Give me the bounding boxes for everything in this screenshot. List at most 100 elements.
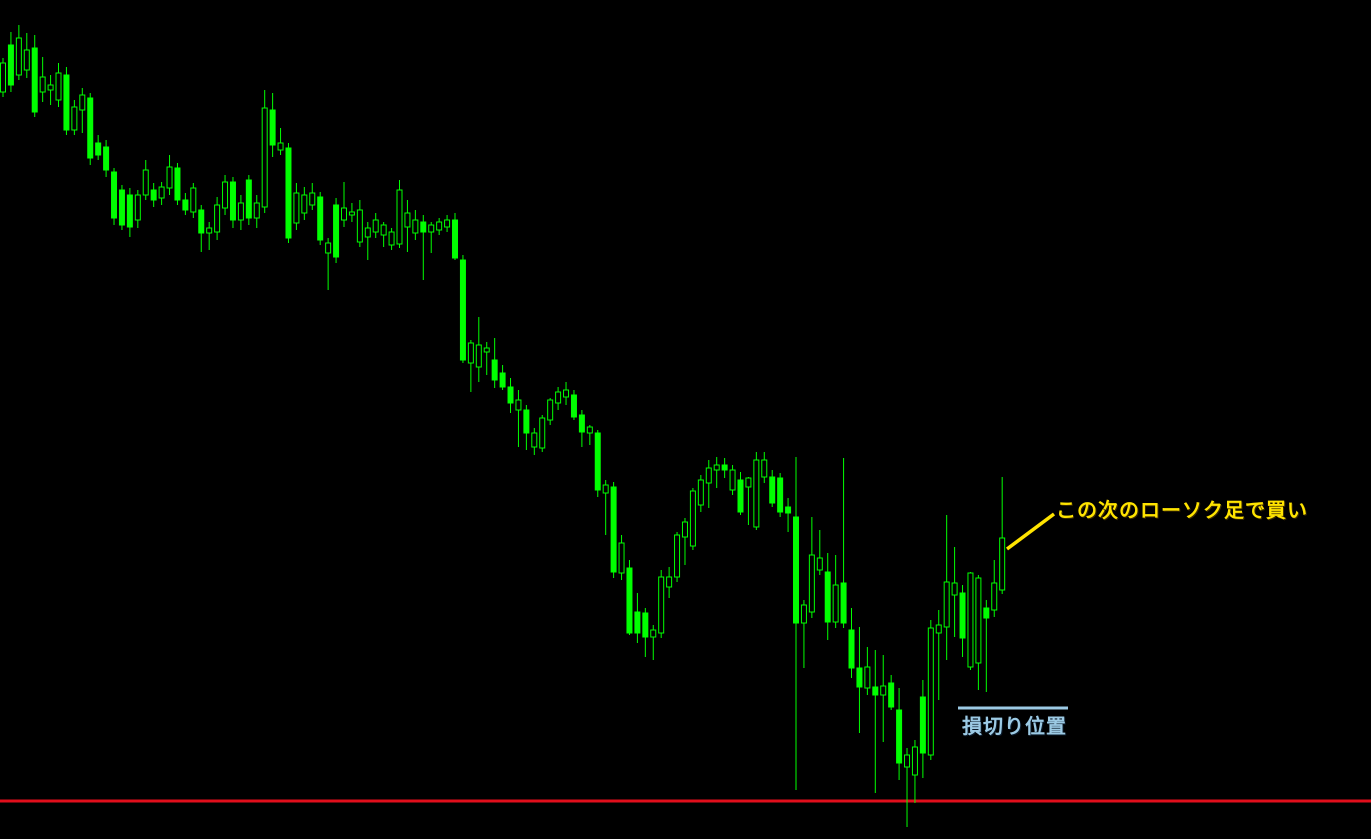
candle-body-up bbox=[864, 666, 871, 689]
candle-body-up bbox=[816, 557, 823, 571]
candle-body-up bbox=[563, 389, 570, 398]
candle-body-up bbox=[364, 227, 371, 238]
candle-body-up bbox=[911, 746, 918, 776]
candle-body-up bbox=[697, 479, 704, 506]
candle-body-up bbox=[190, 187, 197, 213]
candle-body-down bbox=[626, 567, 633, 634]
candle-body-up bbox=[237, 202, 244, 221]
candle-body-down bbox=[888, 682, 895, 708]
candle-body-up bbox=[904, 754, 911, 768]
candle-body-down bbox=[118, 189, 125, 226]
candle-body-up bbox=[539, 417, 546, 449]
candle-body-down bbox=[594, 432, 601, 491]
candle-body-up bbox=[943, 581, 950, 628]
candle-body-up bbox=[348, 211, 355, 216]
candle-body-up bbox=[935, 624, 942, 634]
candle-body-down bbox=[896, 709, 903, 764]
candle-body-down bbox=[198, 209, 205, 234]
candle-body-down bbox=[174, 167, 181, 201]
candle-body-up bbox=[832, 584, 839, 623]
candle-body-up bbox=[79, 94, 86, 111]
candle-body-down bbox=[7, 44, 14, 86]
candle-body-down bbox=[793, 516, 799, 624]
candle-body-up bbox=[142, 169, 149, 196]
candle-body-down bbox=[507, 386, 514, 404]
candle-body-up bbox=[713, 464, 720, 471]
candle-body-up bbox=[650, 629, 657, 638]
candle-body-up bbox=[222, 181, 229, 209]
candle-body-up bbox=[745, 477, 752, 488]
candle-body-down bbox=[333, 204, 340, 258]
stoploss-annotation-label[interactable]: 損切り位置 bbox=[962, 716, 1067, 738]
candle-body-up bbox=[340, 207, 347, 221]
candle-body-down bbox=[420, 221, 427, 233]
candle-body-up bbox=[681, 521, 688, 538]
candle-body-up bbox=[388, 231, 395, 246]
candle-body-up bbox=[356, 209, 363, 243]
candle-body-down bbox=[103, 146, 110, 171]
candle-body-up bbox=[206, 227, 213, 234]
candle-body-down bbox=[570, 394, 577, 418]
candle-body-up bbox=[808, 554, 815, 613]
candle-body-up bbox=[531, 432, 538, 448]
candle-body-down bbox=[785, 506, 792, 514]
candle-body-down bbox=[95, 142, 102, 156]
candle-body-up bbox=[991, 582, 998, 611]
buy-pointer-line[interactable] bbox=[1005, 512, 1056, 551]
candle-body-down bbox=[452, 219, 459, 259]
candle-body-down bbox=[721, 464, 728, 471]
candle-body-up bbox=[674, 534, 681, 578]
candle-body-up bbox=[999, 537, 1006, 591]
candle-body-up bbox=[158, 186, 165, 199]
buy-annotation-label[interactable]: この次のローソク足で買い bbox=[1056, 500, 1308, 522]
candle-body-down bbox=[983, 607, 990, 619]
candle-body-up bbox=[436, 221, 443, 231]
candle-body-up bbox=[301, 194, 308, 214]
candle-body-down bbox=[182, 199, 189, 211]
candle-body-down bbox=[824, 571, 831, 623]
candle-body-down bbox=[499, 372, 506, 388]
candle-body-up bbox=[55, 72, 62, 101]
candle-body-down bbox=[578, 414, 585, 433]
candle-body-up bbox=[428, 224, 435, 233]
candle-body-up bbox=[0, 62, 6, 93]
candle-body-down bbox=[459, 259, 466, 361]
candle-body-up bbox=[261, 107, 268, 208]
candle-body-down bbox=[610, 486, 617, 573]
candle-body-up bbox=[15, 37, 22, 76]
candle-body-down bbox=[111, 171, 118, 219]
candle-body-down bbox=[642, 612, 649, 638]
candle-body-up bbox=[372, 219, 379, 233]
candle-body-down bbox=[491, 359, 498, 381]
candle-body-up bbox=[380, 224, 387, 236]
candle-body-down bbox=[769, 476, 776, 504]
candles-layer bbox=[0, 25, 1006, 827]
candle-body-up bbox=[47, 84, 54, 91]
candle-body-up bbox=[927, 627, 934, 756]
candle-body-down bbox=[856, 667, 863, 688]
candle-body-down bbox=[872, 686, 879, 696]
candle-body-up bbox=[586, 426, 593, 434]
candle-body-up bbox=[23, 49, 30, 71]
candle-body-up bbox=[975, 577, 982, 664]
candle-body-down bbox=[229, 181, 236, 221]
candle-body-up bbox=[253, 202, 260, 219]
candle-body-down bbox=[31, 47, 38, 113]
candle-body-down bbox=[919, 696, 926, 754]
candle-body-up bbox=[166, 166, 173, 189]
candle-body-up bbox=[880, 685, 887, 696]
candle-body-up bbox=[555, 391, 562, 404]
candle-body-down bbox=[63, 74, 70, 131]
candle-body-up bbox=[309, 192, 316, 206]
candle-body-down bbox=[150, 189, 157, 201]
candle-body-down bbox=[523, 409, 530, 434]
candle-body-up bbox=[134, 194, 141, 221]
candle-body-down bbox=[269, 109, 276, 146]
candle-body-up bbox=[729, 469, 736, 491]
candle-body-down bbox=[959, 592, 966, 639]
candle-body-up bbox=[444, 219, 451, 228]
candle-body-down bbox=[126, 194, 133, 228]
candle-body-up bbox=[412, 219, 419, 234]
candle-body-up bbox=[325, 242, 332, 254]
